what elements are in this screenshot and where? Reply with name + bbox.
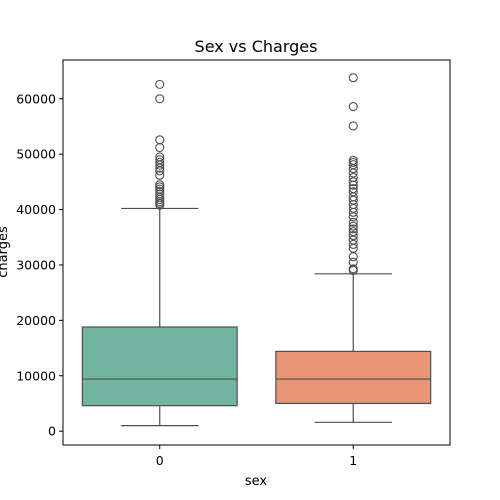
outlier-point	[155, 142, 165, 153]
outlier-point	[348, 217, 358, 227]
y-tick-label: 20000	[16, 313, 56, 328]
x-tick-label: 0	[156, 453, 164, 468]
outlier-point	[155, 155, 165, 165]
outlier-point	[348, 221, 358, 231]
outlier-point	[348, 252, 358, 262]
outlier-point	[348, 187, 358, 197]
outlier-point	[348, 227, 358, 237]
outlier-point	[348, 264, 358, 274]
y-tick-label: 40000	[16, 202, 56, 217]
plot-frame	[62, 59, 451, 446]
outlier-point	[155, 186, 165, 196]
outlier-point	[348, 160, 358, 170]
x-tick-label: 1	[349, 453, 357, 468]
y-axis-label: charges	[0, 226, 11, 278]
x-axis-label: sex	[245, 474, 268, 489]
box-group-0	[81, 79, 238, 427]
outlier-point	[155, 135, 165, 145]
outlier-point	[155, 189, 165, 199]
outlier-point	[348, 157, 358, 168]
outlier-point	[348, 231, 358, 241]
outlier-point	[348, 183, 358, 194]
outlier-point	[348, 257, 358, 267]
outlier-point	[155, 182, 165, 192]
y-tick-label: 60000	[16, 91, 56, 106]
outlier-point	[348, 101, 358, 112]
iqr-box	[275, 350, 432, 405]
outlier-point	[155, 170, 165, 180]
chart-title: Sex vs Charges	[195, 37, 318, 56]
outlier-point	[155, 94, 165, 104]
y-tick-label: 0	[48, 424, 56, 439]
outlier-point	[348, 155, 358, 165]
y-tick-label: 30000	[16, 257, 56, 272]
outlier-point	[155, 184, 165, 194]
outlier-point	[155, 180, 165, 190]
y-tick-label: 50000	[16, 147, 56, 162]
y-tick-label: 10000	[16, 368, 56, 383]
outlier-point	[348, 73, 358, 83]
outlier-point	[348, 172, 358, 182]
outlier-point	[348, 239, 358, 250]
box-group-1	[275, 73, 432, 423]
plot-area	[81, 73, 432, 427]
outlier-point	[155, 152, 165, 162]
outlier-point	[155, 79, 165, 89]
outlier-point	[155, 157, 165, 168]
outlier-point	[348, 224, 358, 234]
outlier-point	[348, 177, 358, 187]
outlier-point	[348, 121, 358, 131]
iqr-box	[81, 326, 238, 407]
